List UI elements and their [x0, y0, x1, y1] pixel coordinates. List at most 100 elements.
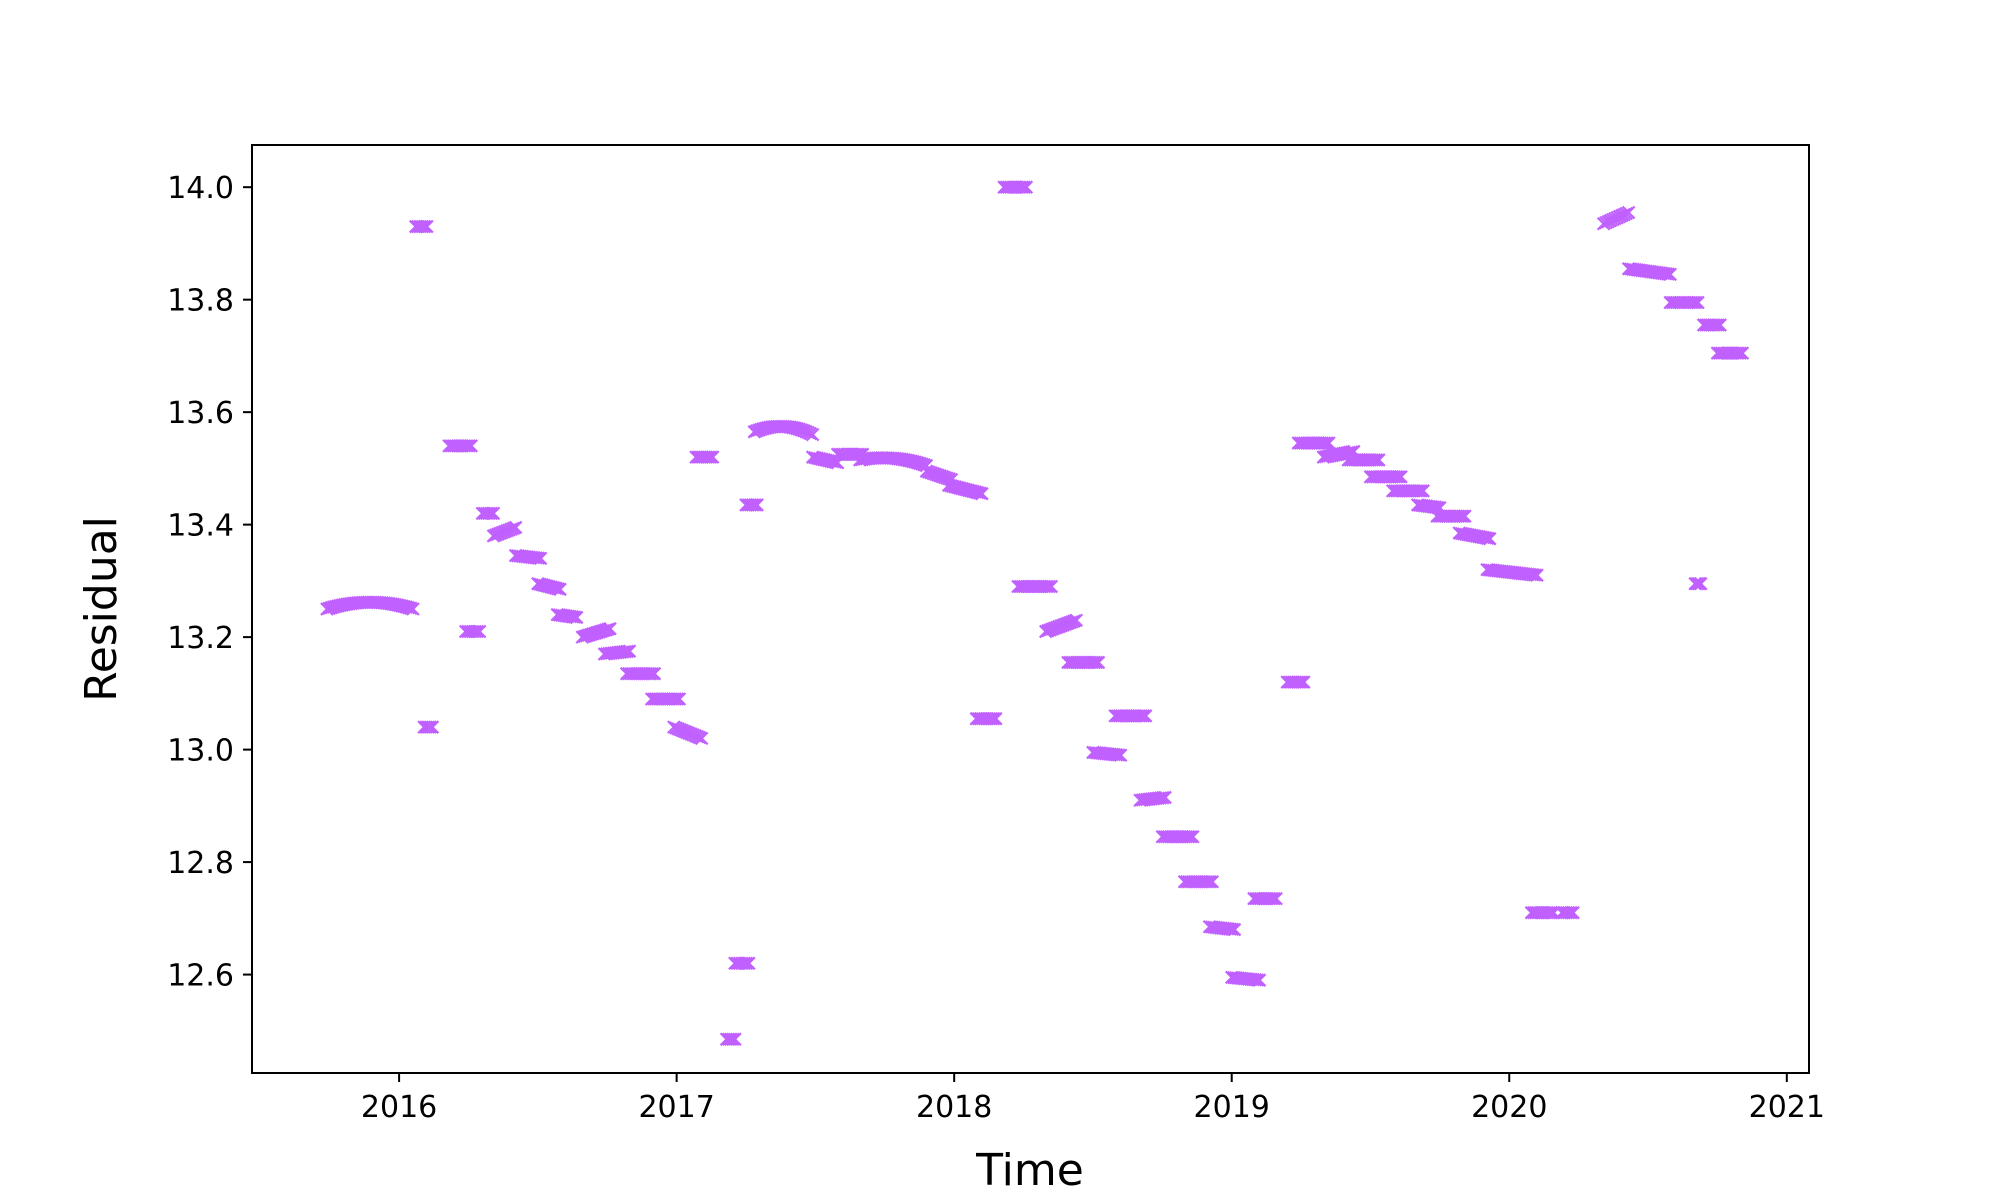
data-point [1319, 436, 1334, 450]
data-point [1136, 709, 1151, 723]
data-point [406, 602, 420, 616]
data-point [1692, 576, 1706, 591]
data-point [1367, 453, 1382, 467]
data-point [701, 450, 716, 464]
data-point [1453, 509, 1468, 523]
data-point [1181, 830, 1196, 844]
data-point [1713, 318, 1727, 332]
data-point [694, 731, 709, 746]
data-point [742, 956, 756, 971]
data-point [1138, 709, 1153, 723]
data-point [699, 450, 714, 464]
data-point [1134, 709, 1149, 723]
data-point [1015, 180, 1029, 194]
data-point [470, 624, 485, 639]
x-tick-label: 2020 [1471, 1090, 1547, 1125]
data-point [1661, 267, 1675, 281]
data-point [553, 582, 567, 597]
data-point [417, 219, 432, 234]
data-point [1414, 484, 1428, 498]
plot-area-frame [251, 144, 1810, 1074]
data-point [703, 450, 718, 464]
data-point [1659, 266, 1673, 281]
data-point [1663, 267, 1678, 282]
data-point [1183, 830, 1198, 844]
data-point [750, 498, 764, 512]
data-point [989, 711, 1003, 726]
data-point [721, 1032, 736, 1047]
data-point [1711, 318, 1725, 332]
data-point [705, 450, 720, 464]
data-point [1689, 295, 1703, 310]
x-tick-label: 2021 [1749, 1090, 1825, 1125]
x-tick-label: 2019 [1194, 1090, 1270, 1125]
data-point [620, 644, 634, 659]
data-point [567, 610, 582, 624]
data-point [1412, 484, 1426, 498]
y-tick-label: 13.0 [167, 734, 234, 769]
data-point [1069, 613, 1084, 628]
data-point [421, 720, 436, 734]
data-point [1451, 509, 1466, 523]
data-point [486, 506, 501, 521]
data-point [1089, 655, 1104, 670]
data-point [415, 219, 430, 234]
data-point [728, 1032, 742, 1047]
data-point [531, 551, 546, 565]
data-point [1113, 748, 1128, 763]
data-point [1017, 180, 1031, 194]
data-point [1691, 295, 1705, 310]
data-point [425, 720, 440, 734]
data-point [1483, 531, 1497, 546]
data-point [645, 666, 660, 681]
data-point [1709, 318, 1723, 332]
data-point [1317, 436, 1332, 450]
data-point [972, 486, 987, 500]
data-point [1223, 922, 1237, 936]
data-point [726, 1032, 740, 1047]
data-point [1458, 509, 1472, 523]
data-point [1392, 470, 1406, 484]
data-point [737, 956, 751, 971]
data-point [1684, 295, 1699, 310]
data-point [1394, 470, 1408, 484]
y-tick-label: 12.8 [167, 846, 234, 881]
data-point [1561, 905, 1576, 920]
data-point [984, 711, 999, 726]
data-point [1227, 922, 1242, 937]
data-point [533, 551, 548, 566]
data-point [1564, 905, 1578, 920]
data-point [1087, 655, 1101, 670]
data-point [1528, 568, 1542, 582]
data-point [1416, 484, 1430, 498]
data-point [1199, 874, 1213, 889]
data-point [1153, 791, 1168, 805]
data-point [1250, 973, 1265, 987]
data-point [723, 1032, 738, 1047]
data-point [1566, 905, 1580, 920]
data-point [1455, 509, 1470, 523]
data-point [1205, 874, 1220, 889]
y-tick-label: 13.2 [167, 621, 234, 656]
data-point [1044, 579, 1059, 594]
data-point [1252, 973, 1267, 987]
data-point [622, 644, 637, 658]
data-point [1389, 470, 1404, 484]
data-point [1264, 891, 1279, 906]
data-point [569, 610, 584, 625]
data-point [1186, 830, 1200, 844]
data-point [1690, 576, 1704, 591]
data-point [1621, 205, 1636, 220]
data-point [1019, 180, 1034, 194]
y-tick-label: 13.4 [167, 509, 234, 544]
data-point [548, 581, 563, 595]
data-point [1731, 346, 1745, 360]
data-point [1109, 748, 1124, 762]
data-point [1091, 655, 1106, 670]
data-point [1372, 453, 1386, 467]
data-point [1297, 675, 1311, 689]
data-point [970, 485, 985, 500]
data-point [423, 720, 438, 734]
